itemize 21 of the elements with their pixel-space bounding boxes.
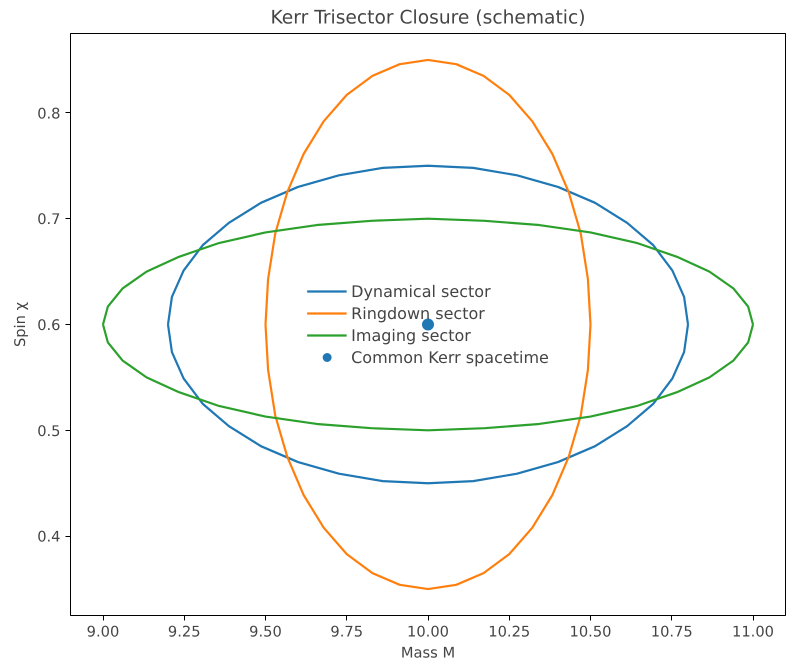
x-tick-label: 10.50 [570,624,612,640]
y-tick-label: 0.8 [37,105,61,122]
y-tick-label: 0.4 [37,528,61,546]
x-tick-label: 10.75 [650,624,693,640]
x-tick-label: 11.00 [732,624,774,640]
x-tick-label: 9.50 [249,624,282,640]
x-axis-title: Mass M [400,644,456,662]
x-tick-label: 9.75 [330,624,364,640]
chart-title: Kerr Trisector Closure (schematic) [270,8,586,28]
legend-label: Ringdown sector [351,304,485,322]
x-tick-label: 9.25 [168,624,201,640]
x-tick-label: 10.25 [488,624,530,640]
y-axis-title: Spin χ [12,301,30,348]
legend-label: Dynamical sector [351,282,491,300]
y-tick-label: 0.7 [37,211,61,228]
x-tick-label: 9.00 [86,624,120,640]
y-tick-label: 0.6 [37,317,61,334]
legend-label: Imaging sector [351,326,471,344]
y-tick-label: 0.5 [37,422,61,440]
x-tick-label: 10.00 [407,624,449,640]
legend-label: Common Kerr spacetime [351,348,549,366]
